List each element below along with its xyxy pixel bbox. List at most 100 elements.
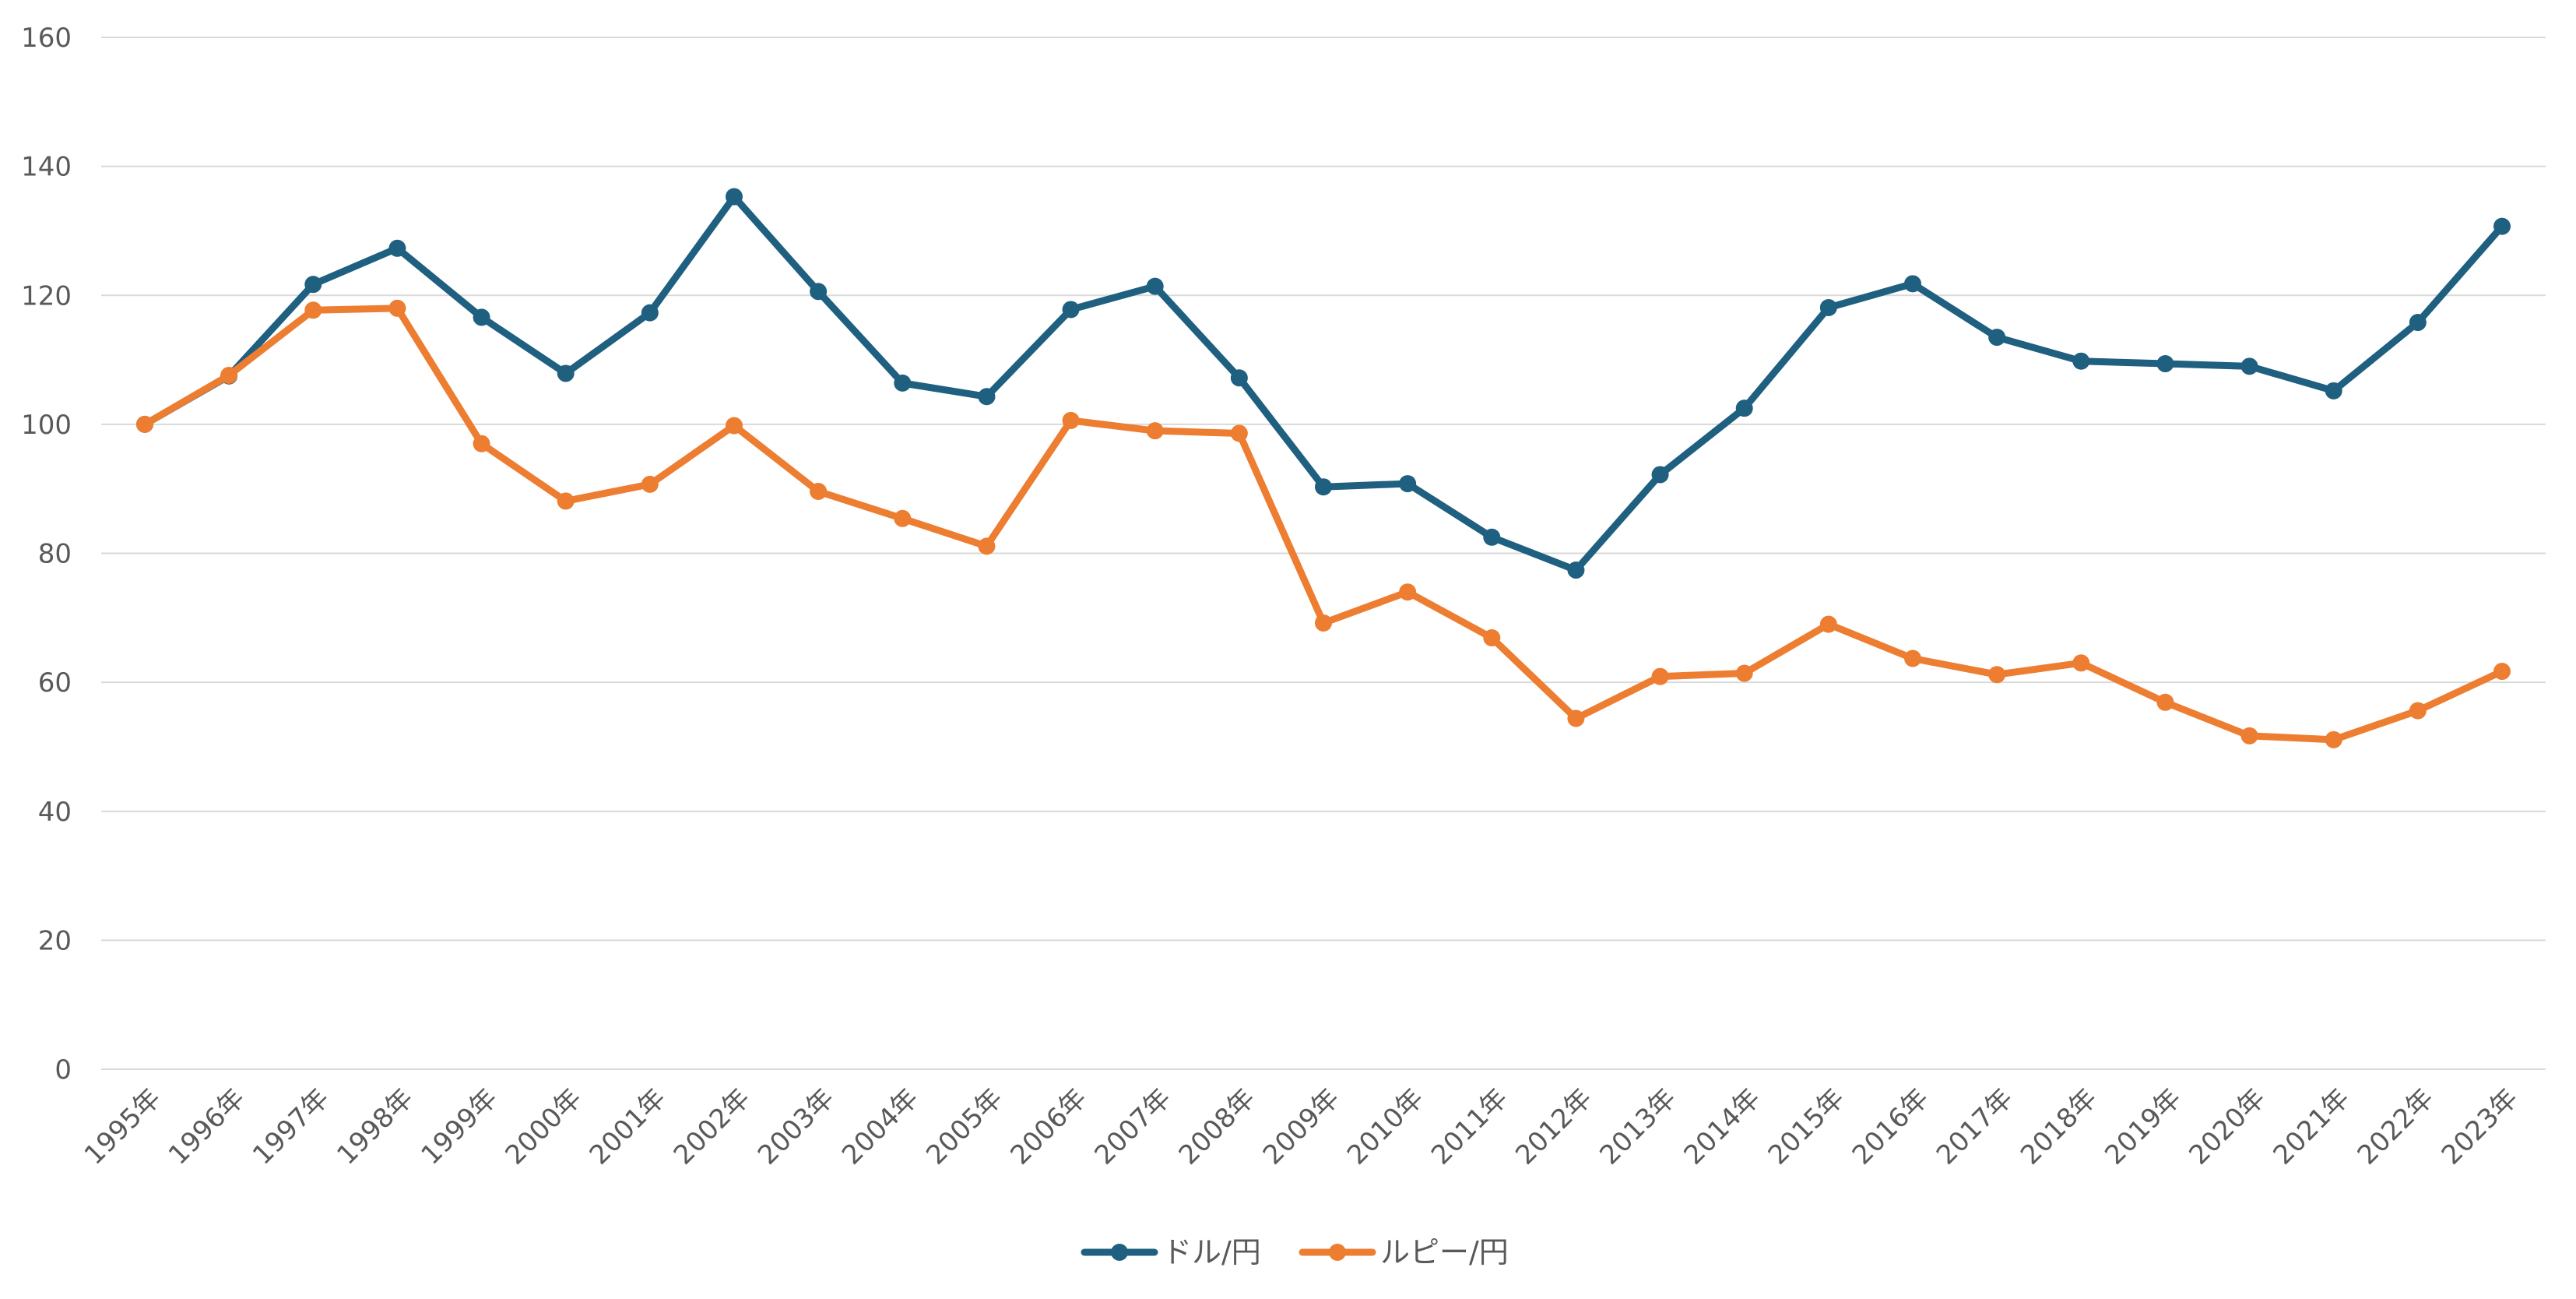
x-tick-label: 1997年 [247, 1082, 336, 1171]
x-tick-label: 2010年 [1341, 1082, 1430, 1171]
data-point [2240, 727, 2258, 745]
x-tick-label: 2012年 [1509, 1082, 1598, 1171]
data-point [1146, 422, 1164, 440]
gridlines [101, 37, 2546, 1070]
data-point [1483, 628, 1501, 646]
data-point [2493, 217, 2511, 235]
y-tick-label: 120 [21, 280, 72, 312]
x-tick-label: 2006年 [1004, 1082, 1093, 1171]
data-point [2325, 382, 2342, 400]
data-point [136, 415, 153, 433]
series-line [141, 305, 2506, 744]
data-point [1062, 411, 1080, 429]
data-point [726, 188, 743, 206]
x-tick-label: 2007年 [1089, 1082, 1178, 1171]
data-point [2240, 357, 2258, 375]
x-tick-label: 2018年 [2015, 1082, 2103, 1171]
data-point [2156, 355, 2174, 373]
legend-swatch-marker [1329, 1244, 1346, 1261]
legend: ドル/円 ルピー/円 [1081, 1235, 1509, 1269]
data-point [1735, 400, 1753, 417]
data-point [1399, 583, 1417, 601]
x-tick-label: 2003年 [752, 1082, 841, 1171]
data-point [1315, 478, 1332, 496]
data-point [1230, 369, 1248, 387]
data-point [894, 374, 912, 392]
y-tick-label: 20 [38, 925, 72, 956]
x-tick-label: 1995年 [79, 1082, 167, 1171]
legend-label: ドル/円 [1162, 1235, 1261, 1269]
data-point [2409, 314, 2427, 332]
data-point [810, 283, 828, 301]
data-point [1988, 666, 2006, 684]
data-point [641, 304, 659, 322]
x-tick-label: 2013年 [1594, 1082, 1682, 1171]
data-point [557, 364, 575, 382]
data-point [1904, 650, 1921, 667]
data-point [1399, 475, 1417, 493]
data-point [2072, 654, 2090, 672]
x-tick-label: 2014年 [1678, 1082, 1767, 1171]
series-2 [136, 299, 2511, 748]
data-point [557, 492, 575, 510]
data-point [1988, 329, 2006, 347]
data-point [1315, 614, 1332, 632]
data-point [1062, 301, 1080, 319]
data-point [1819, 298, 1837, 316]
y-tick-label: 140 [21, 152, 72, 183]
x-tick-label: 2022年 [2352, 1082, 2441, 1171]
data-point [978, 537, 996, 555]
x-tick-label: 2000年 [500, 1082, 589, 1171]
x-tick-label: 2019年 [2099, 1082, 2188, 1171]
data-point [1651, 466, 1669, 484]
x-tick-label: 2011年 [1425, 1082, 1514, 1171]
data-point [641, 475, 659, 493]
data-point [388, 239, 406, 257]
x-tick-label: 1996年 [163, 1082, 251, 1171]
data-point [2325, 730, 2342, 748]
x-tick-label: 2021年 [2268, 1082, 2356, 1171]
x-tick-label: 2017年 [1931, 1082, 2019, 1171]
y-tick-label: 160 [21, 23, 72, 54]
data-point [978, 388, 996, 406]
series-lines [136, 188, 2511, 748]
x-tick-label: 2009年 [1257, 1082, 1346, 1171]
legend-swatch-marker [1111, 1244, 1128, 1261]
x-axis-tick-labels: 1995年1996年1997年1998年1999年2000年2001年2002年… [79, 1082, 2525, 1171]
data-point [2156, 693, 2174, 711]
data-point [220, 366, 238, 384]
data-point [810, 483, 828, 500]
x-tick-label: 2002年 [668, 1082, 757, 1171]
data-point [1483, 528, 1501, 546]
data-point [473, 435, 490, 452]
y-tick-label: 80 [38, 539, 72, 570]
x-tick-label: 2023年 [2436, 1082, 2525, 1171]
x-tick-label: 2004年 [836, 1082, 925, 1171]
x-tick-label: 2005年 [920, 1082, 1009, 1171]
x-tick-label: 2016年 [1847, 1082, 1935, 1171]
data-point [388, 299, 406, 317]
data-point [304, 301, 322, 319]
x-tick-label: 2001年 [584, 1082, 673, 1171]
y-tick-label: 60 [38, 667, 72, 699]
y-tick-label: 100 [21, 410, 72, 441]
data-point [2409, 702, 2427, 720]
data-point [726, 417, 743, 435]
data-point [2493, 663, 2511, 681]
x-tick-label: 2015年 [1762, 1082, 1851, 1171]
y-tick-label: 0 [54, 1054, 72, 1086]
series-line [141, 193, 2506, 574]
data-point [1567, 561, 1585, 579]
data-point [304, 276, 322, 294]
data-point [1651, 667, 1669, 685]
data-point [2072, 352, 2090, 370]
data-point [894, 509, 912, 527]
y-tick-label: 40 [38, 797, 72, 828]
data-point [1819, 615, 1837, 633]
x-tick-label: 1998年 [331, 1082, 420, 1171]
legend-item: ルピー/円 [1299, 1235, 1509, 1269]
legend-item: ドル/円 [1081, 1235, 1261, 1269]
data-point [1567, 709, 1585, 727]
